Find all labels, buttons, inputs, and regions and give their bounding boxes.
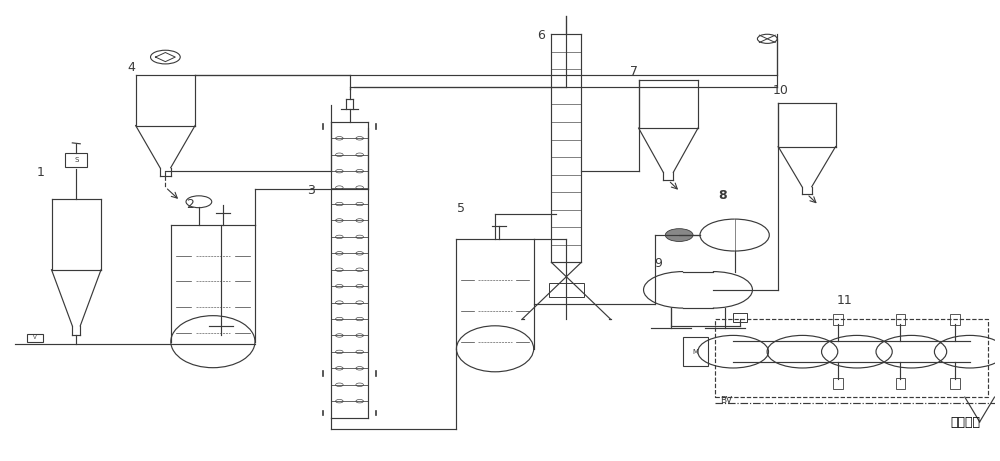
Text: 6: 6 <box>538 29 545 42</box>
Text: 7: 7 <box>630 65 638 78</box>
Text: 4: 4 <box>128 61 136 74</box>
Text: M: M <box>693 349 699 355</box>
Bar <box>715 319 988 397</box>
Text: 1: 1 <box>37 166 45 179</box>
Text: 2: 2 <box>186 198 194 211</box>
Bar <box>833 314 843 325</box>
Text: 9: 9 <box>654 257 662 270</box>
Bar <box>950 314 960 325</box>
Text: V: V <box>33 335 37 340</box>
Bar <box>549 283 584 297</box>
Text: 5: 5 <box>457 202 465 215</box>
Text: 包装出料: 包装出料 <box>950 416 980 429</box>
Bar <box>65 153 87 166</box>
Bar <box>733 313 747 322</box>
Text: 3: 3 <box>307 184 315 197</box>
Circle shape <box>665 229 693 242</box>
Bar <box>833 378 843 390</box>
Bar <box>950 378 960 390</box>
Text: S: S <box>74 157 78 163</box>
Text: 10: 10 <box>772 83 788 97</box>
Bar <box>683 337 708 366</box>
Bar <box>896 378 905 390</box>
Bar <box>27 334 43 342</box>
Bar <box>896 314 905 325</box>
Text: 8: 8 <box>718 189 726 201</box>
Text: BV: BV <box>720 396 732 405</box>
Text: 11: 11 <box>837 294 852 307</box>
